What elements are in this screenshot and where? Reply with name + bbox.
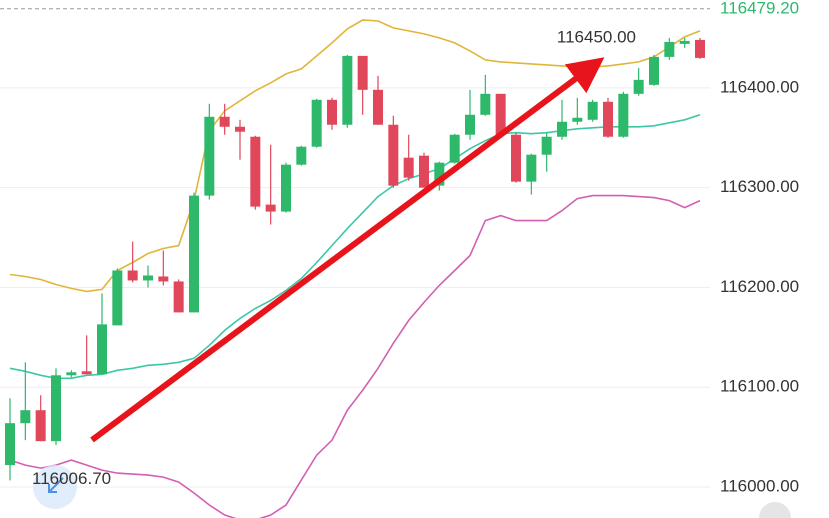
candle-body xyxy=(189,195,199,313)
last-price-box xyxy=(710,0,829,22)
candle-body xyxy=(649,56,659,85)
candle-body xyxy=(388,124,399,186)
candle-body xyxy=(342,55,353,125)
labels: 116000.00 116100.00 116200.00 116300.00 1164… xyxy=(32,0,829,496)
candle-body xyxy=(618,93,629,137)
candle-body xyxy=(419,155,429,188)
candle-body xyxy=(143,275,153,281)
candle-body xyxy=(327,99,337,125)
candle-body xyxy=(204,116,215,196)
candle-body xyxy=(311,99,322,147)
candle-body xyxy=(235,126,245,132)
candle-body xyxy=(97,324,107,375)
candle-body xyxy=(526,154,537,182)
candle-body xyxy=(603,101,613,137)
candle-body xyxy=(480,93,491,115)
candle-body xyxy=(449,134,460,163)
last-price-label: 116479.20 xyxy=(720,0,799,17)
candle-body xyxy=(112,270,123,326)
candle-body xyxy=(664,41,675,57)
candle-body xyxy=(695,39,705,58)
candle-body xyxy=(296,146,307,165)
candle-body xyxy=(127,270,138,281)
candle-body xyxy=(572,117,583,122)
candle-body xyxy=(587,101,598,120)
candle-body xyxy=(265,204,276,212)
y-tick-label: 116400.00 xyxy=(720,77,799,96)
candle-body xyxy=(5,423,15,466)
candle-body xyxy=(66,372,77,376)
candle-body xyxy=(35,410,46,442)
candle-body xyxy=(357,55,368,90)
y-tick-label: 116200.00 xyxy=(720,277,799,296)
band-line xyxy=(9,114,701,380)
candle-body xyxy=(679,40,690,44)
candle-body xyxy=(541,136,552,155)
candle-body xyxy=(250,136,261,207)
candle-body xyxy=(465,114,475,135)
candle-body xyxy=(403,157,414,178)
corner-icon xyxy=(759,502,791,518)
candle-body xyxy=(373,89,383,125)
candle-body xyxy=(557,121,567,137)
candle-body xyxy=(495,93,506,135)
y-tick-label: 116300.00 xyxy=(720,177,799,196)
max-note: 116450.00 xyxy=(557,27,636,46)
band-line xyxy=(9,194,701,518)
y-tick-label: 116000.00 xyxy=(720,477,799,496)
candle-body xyxy=(173,281,184,313)
min-marker-arrow xyxy=(48,477,64,493)
candles xyxy=(5,37,705,481)
min-note: 116006.70 xyxy=(32,469,111,488)
band-line xyxy=(9,19,701,293)
grid xyxy=(0,8,710,488)
bands xyxy=(9,19,701,518)
candle-body xyxy=(281,164,291,212)
candle-body xyxy=(633,79,644,94)
candle-body xyxy=(158,276,169,282)
candle-body xyxy=(20,410,31,424)
y-tick-label: 116100.00 xyxy=(720,377,799,396)
candle-body xyxy=(219,116,230,127)
candle-body xyxy=(81,371,92,375)
trend-arrow xyxy=(90,57,605,443)
candle-body xyxy=(51,375,61,442)
candle-body xyxy=(511,134,521,182)
candle-body xyxy=(434,162,445,186)
